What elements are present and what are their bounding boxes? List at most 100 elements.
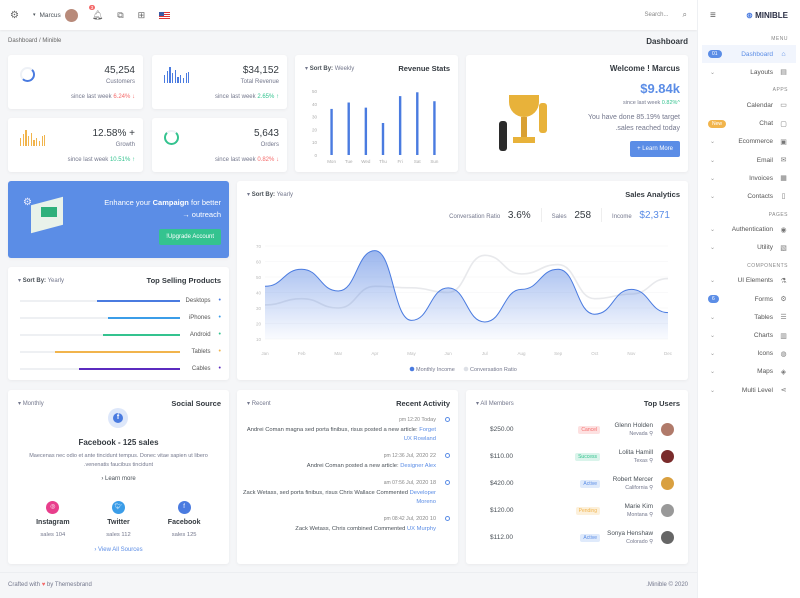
sales-area-chart: 10 20 30 40 50 60 70 Jan Feb Mar Apr May Jun Jul Aug Se… <box>256 244 673 373</box>
stat-label: Customers <box>105 79 135 85</box>
y-tick-label: 20 <box>256 322 262 327</box>
sidebar-item-email[interactable]: ⌄ Email ✉ <box>698 151 800 169</box>
sort-dropdown[interactable]: ▾ Sort By: Yearly <box>18 278 65 284</box>
user-amount: $250.00 <box>490 426 514 433</box>
activity-link[interactable]: Designer Alex <box>400 463 436 469</box>
chart-icon: ▥ <box>780 332 787 340</box>
product-row: Cables • <box>8 360 221 377</box>
x-tick-label: Nov <box>627 351 636 356</box>
contacts-icon: ▯ <box>781 193 786 201</box>
activity-link[interactable]: Forget UX Rowland <box>403 427 436 442</box>
learn-more-link[interactable]: › Learn more <box>101 476 136 482</box>
x-tick-label: Mon <box>327 159 336 164</box>
legend-marker <box>463 366 469 372</box>
x-tick-label: Fri <box>398 159 403 164</box>
view-all-sources-link[interactable]: › View All Sources <box>94 547 143 553</box>
bar-mon <box>330 108 333 155</box>
sidebar-badge: 6 <box>708 295 719 304</box>
sidebar-item-forms[interactable]: 6 Forms ⚙ <box>698 290 800 308</box>
chevron-down-icon: ⌄ <box>710 278 716 285</box>
status-badge: Success <box>575 452 600 461</box>
learn-more-button[interactable]: + Learn More <box>630 141 680 157</box>
user-row[interactable]: $250.00 Cancel Glenn Holden Nevada ⚲ <box>466 416 688 443</box>
source-facebook[interactable]: f Facebook sales 125 <box>159 501 209 538</box>
apps-grid-icon[interactable]: ⊞ <box>137 9 146 20</box>
filter-dropdown[interactable]: ▾ Monthly <box>18 401 44 407</box>
source-name: Instagram <box>36 519 70 526</box>
social-description: Maecenas nec odio et ante tincidunt temp… <box>29 453 208 468</box>
sidebar-item-calendar[interactable]: Calendar ▭ <box>698 96 800 114</box>
activity-link[interactable]: UX Murphy <box>407 526 436 532</box>
x-tick-label: Sat <box>414 159 422 164</box>
timeline-dot-icon <box>445 417 450 422</box>
timeline-dot-icon <box>445 453 450 458</box>
stat-value: 5,643 <box>253 128 279 139</box>
activity-item: pm 12:36 Jul, 2020 22 Andrei Coman posted… <box>241 453 458 471</box>
sidebar-item-label: Tables <box>754 313 773 321</box>
legend-label[interactable]: Monthly Income <box>416 367 455 373</box>
y-tick-label: 40 <box>256 291 262 296</box>
product-row: Tablets • <box>8 343 221 360</box>
welcome-text: You have done 85.19% target <box>588 114 680 121</box>
user-location: Nevada ⚲ <box>629 431 653 437</box>
sidebar-item-ui-elements[interactable]: ⌄ UI Elements ⚗ <box>698 272 800 290</box>
sidebar-item-charts[interactable]: ⌄ Charts ▥ <box>698 326 800 344</box>
topbar: ⚙ ▾ Marcus 🔔︎ 3 ⧉ ⊞ Search... ⌕ <box>0 0 697 30</box>
us-flag-icon[interactable] <box>159 11 171 19</box>
sidebar-item-multi-level[interactable]: ⌄ Multi Level ⋖ <box>698 381 800 399</box>
sidebar-item-chat[interactable]: New Chat ▢ <box>698 115 800 133</box>
y-tick-label: 0 <box>314 153 317 158</box>
sidebar-item-icons[interactable]: ⌄ Icons ◍ <box>698 345 800 363</box>
legend-label[interactable]: Conversation Ratio <box>470 367 517 373</box>
sidebar-item-invoices[interactable]: ⌄ Invoices ▦ <box>698 169 800 187</box>
mail-icon: ✉ <box>780 157 787 165</box>
sidebar-item-tables[interactable]: ⌄ Tables ☰ <box>698 308 800 326</box>
activity-time: am 07:56 Jul, 2020 18 <box>383 480 436 486</box>
activity-link[interactable]: Developer Moreno <box>409 490 436 505</box>
progress-track <box>20 334 180 336</box>
copy-icon[interactable]: ⧉ <box>117 9 124 20</box>
user-dropdown[interactable]: ▾ Marcus <box>33 8 78 22</box>
user-name: Marie Kim <box>624 503 653 510</box>
avatar <box>661 531 674 544</box>
source-instagram[interactable]: ◎ Instagram sales 104 <box>28 501 78 538</box>
source-twitter[interactable]: 🐦︎ Twitter sales 112 <box>93 501 143 538</box>
stat-card-orders: 5,643 Orders since last week 0.82% ↓ <box>152 118 287 172</box>
calendar-icon: ▭ <box>780 102 787 110</box>
user-row[interactable]: $112.00 Active Sonya Henshaw Colorado ⚲ <box>466 524 688 551</box>
sidebar-item-layouts[interactable]: ⌄ Layouts ▤ <box>698 63 800 81</box>
user-row[interactable]: $420.00 Active Robert Mercer California ⚲ <box>466 470 688 497</box>
sidebar-item-authentication[interactable]: ⌄ Authentication ◉ <box>698 221 800 239</box>
search-icon[interactable]: ⌕ <box>682 10 687 19</box>
upgrade-account-button[interactable]: !Upgrade Account <box>159 229 221 245</box>
sidebar-item-maps[interactable]: ⌄ Maps ◈ <box>698 363 800 381</box>
menu-toggle-icon[interactable]: ≡ <box>710 9 716 21</box>
x-tick-label: May <box>407 351 416 356</box>
user-row[interactable]: $120.00 Pending Marie Kim Montana ⚲ <box>466 497 688 524</box>
settings-icon[interactable]: ⚙ <box>10 9 19 21</box>
sort-dropdown[interactable]: ▾ Sort By: Weekly <box>305 66 355 72</box>
product-name: iPhones <box>188 314 211 321</box>
bar-tue <box>347 102 350 155</box>
breadcrumb-dashboard[interactable]: Dashboard <box>8 38 38 44</box>
sidebar-item-label: Email <box>756 156 773 164</box>
logo[interactable]: ⊛ MINIBLE <box>746 10 788 20</box>
sort-dropdown[interactable]: ▾ Sort By: Yearly <box>247 192 294 198</box>
recent-activity-card: ▾ Recent Recent Activity pm 12:20 Today A… <box>237 390 458 564</box>
user-row[interactable]: $110.00 Success Lolita Hamill Texas ⚲ <box>466 443 688 470</box>
campaign-text: Enhance your Campaign for better → outrea… <box>104 198 221 219</box>
breadcrumb: Dashboard / Minible <box>8 38 62 44</box>
y-tick-label: 70 <box>256 244 262 249</box>
filter-dropdown[interactable]: ▾ All Members <box>476 401 514 407</box>
search-input[interactable]: Search... <box>644 12 669 18</box>
sidebar-item-dashboard[interactable]: 01 Dashboard ⌂ <box>702 45 796 64</box>
sidebar-item-ecommerce[interactable]: ⌄ Ecommerce ▣ <box>698 133 800 151</box>
bell-icon[interactable]: 🔔︎ 3 <box>88 4 104 20</box>
filter-dropdown[interactable]: ▾ Recent <box>247 401 271 407</box>
x-tick-label: Aug <box>517 351 526 356</box>
sidebar-item-utility[interactable]: ⌄ Utility ▧ <box>698 239 800 257</box>
breadcrumb-current: Minible <box>42 38 62 44</box>
file-icon: ▧ <box>780 244 787 252</box>
avatar <box>661 423 674 436</box>
sidebar-item-contacts[interactable]: ⌄ Contacts ▯ <box>698 187 800 205</box>
